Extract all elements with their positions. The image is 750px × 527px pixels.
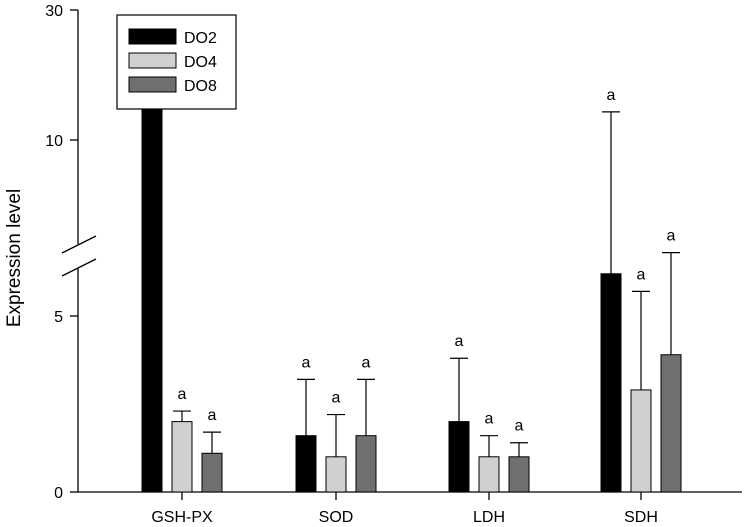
- bar-do2: [295, 435, 317, 493]
- legend-label: DO8: [184, 78, 217, 95]
- y-axis-label: Expression level: [4, 189, 25, 327]
- bar-do8: [355, 435, 377, 493]
- significance-letter: a: [455, 333, 464, 350]
- significance-letter: a: [208, 407, 217, 424]
- bar-do2: [600, 273, 622, 493]
- significance-letter: a: [607, 87, 616, 104]
- axis-break-mark: [61, 258, 97, 277]
- significance-letter: a: [362, 354, 371, 371]
- axis-break-mark: [61, 235, 97, 254]
- significance-letter: a: [515, 418, 524, 435]
- legend-swatch-do8: [128, 76, 177, 93]
- legend-label: DO4: [184, 54, 217, 71]
- y-tick-label: 0: [54, 485, 63, 502]
- bar-do8: [201, 452, 223, 493]
- bar-do4: [630, 389, 652, 493]
- bar-do4: [325, 456, 347, 493]
- y-tick-label: 10: [45, 133, 63, 150]
- y-tick-label: 5: [54, 309, 63, 326]
- bar-do4: [478, 456, 500, 493]
- bar-do4: [171, 421, 193, 493]
- legend: DO2 DO4 DO8: [116, 14, 237, 110]
- significance-letter: a: [332, 390, 341, 407]
- legend-swatch-do2: [128, 28, 177, 45]
- significance-letter: a: [667, 228, 676, 245]
- significance-letter: a: [485, 411, 494, 428]
- bars: b a a a a a a a a a a a: [141, 62, 682, 493]
- legend-swatch-do4: [128, 52, 177, 69]
- significance-letter: b: [148, 189, 157, 206]
- bar-do8: [508, 456, 530, 493]
- significance-letter: a: [637, 266, 646, 283]
- x-tick-label: SDH: [624, 509, 658, 526]
- bar-do8: [660, 354, 682, 493]
- significance-letter: a: [178, 386, 187, 403]
- x-tick-label: LDH: [473, 509, 505, 526]
- x-tick-label: GSH-PX: [151, 509, 213, 526]
- x-tick-label: SOD: [319, 509, 354, 526]
- significance-letter: a: [302, 354, 311, 371]
- bar-do2: [448, 421, 470, 493]
- legend-label: DO2: [184, 30, 217, 47]
- y-tick-label: 30: [45, 3, 63, 20]
